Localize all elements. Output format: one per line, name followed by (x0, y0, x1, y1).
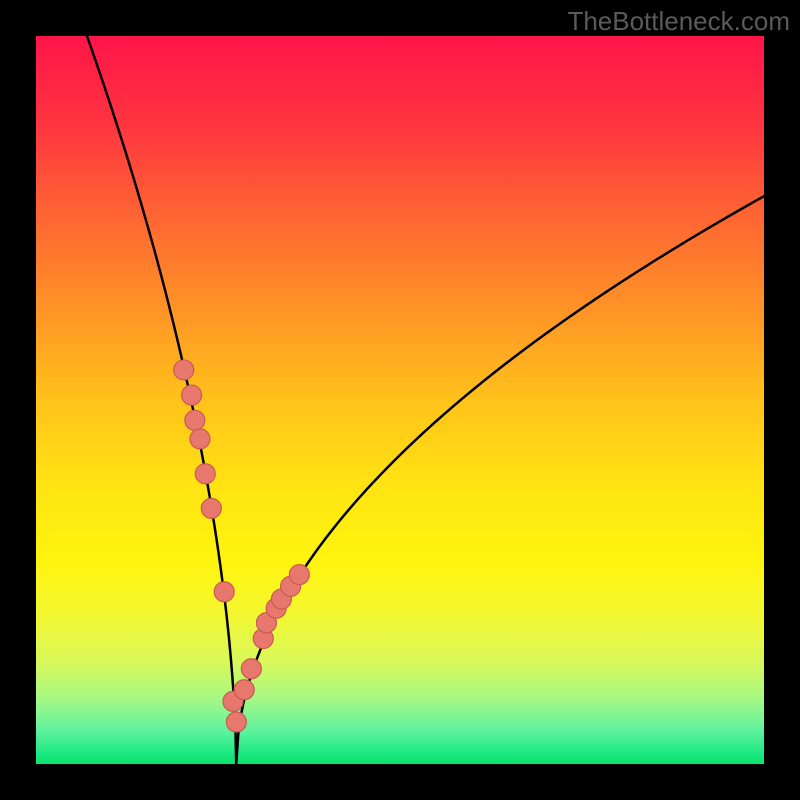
marker-point (190, 429, 210, 449)
plot-area (36, 36, 764, 764)
data-markers (36, 36, 764, 764)
marker-point (214, 582, 234, 602)
marker-point (289, 565, 309, 585)
marker-point (201, 498, 221, 518)
marker-point (174, 360, 194, 380)
chart-stage: TheBottleneck.com (0, 0, 800, 800)
marker-point (182, 385, 202, 405)
marker-point (241, 659, 261, 679)
watermark-text: TheBottleneck.com (567, 6, 790, 37)
marker-point (195, 464, 215, 484)
marker-point (234, 680, 254, 700)
marker-point (185, 410, 205, 430)
marker-point (226, 712, 246, 732)
